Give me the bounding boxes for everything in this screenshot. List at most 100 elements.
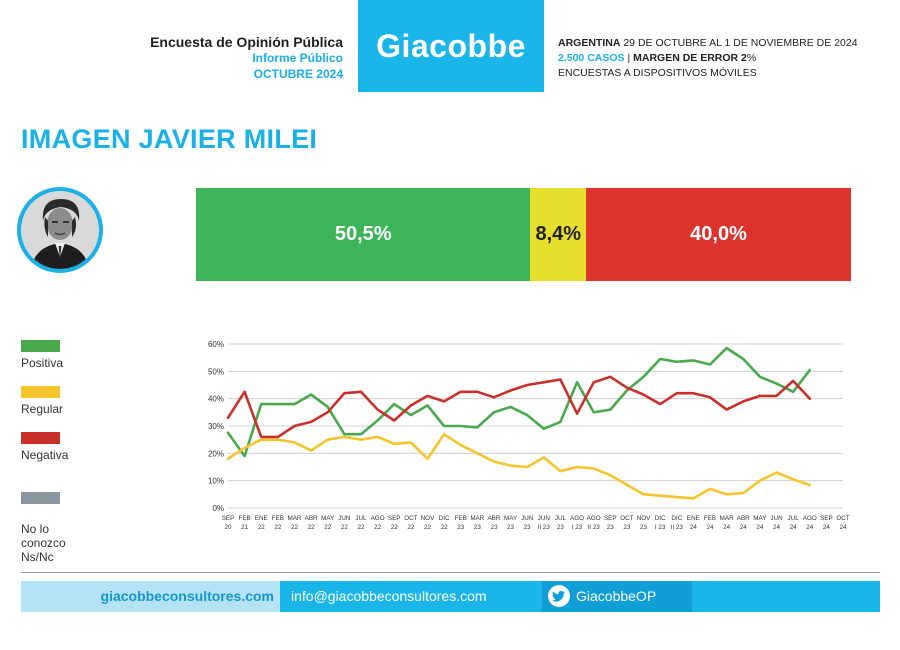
x-tick-label: ENE xyxy=(687,515,700,522)
survey-sample-line: 2.500 CASOS | MARGEN DE ERROR 2% xyxy=(558,51,858,66)
x-tick-label: AGO xyxy=(371,515,385,522)
survey-cases: 2.500 CASOS xyxy=(558,52,625,64)
legend-label: No lo conozco Ns/Nc xyxy=(21,522,66,564)
x-tick-label: NOV xyxy=(637,515,651,522)
x-tick-label: 24 xyxy=(773,524,781,531)
legend-label: Positiva xyxy=(21,356,64,370)
negative-segment: 40,0% xyxy=(586,188,851,281)
x-tick-label: II 23 xyxy=(671,524,684,531)
x-tick-label: AGO xyxy=(587,515,601,522)
x-tick-label: 23 xyxy=(507,524,515,531)
x-tick-label: 23 xyxy=(623,524,631,531)
footer-website-block: giacobbeconsultores.com xyxy=(21,581,280,612)
website-link[interactable]: giacobbeconsultores.com xyxy=(100,588,274,604)
x-tick-label: MAY xyxy=(504,515,518,522)
x-tick-label: 22 xyxy=(374,524,382,531)
x-tick-label: 22 xyxy=(308,524,316,531)
survey-title: Encuesta de Opinión Pública xyxy=(150,34,343,50)
report-period: OCTUBRE 2024 xyxy=(253,67,343,81)
x-tick-label: 20 xyxy=(224,524,232,531)
x-tick-label: MAR xyxy=(720,515,734,522)
x-tick-label: 22 xyxy=(324,524,332,531)
x-tick-label: 24 xyxy=(823,524,831,531)
x-tick-label: 23 xyxy=(557,524,565,531)
x-tick-label: I 23 xyxy=(572,524,583,531)
x-tick-label: 24 xyxy=(806,524,814,531)
x-tick-label: 22 xyxy=(274,524,282,531)
twitter-handle[interactable]: GiacobbeOP xyxy=(576,588,657,604)
x-tick-label: 24 xyxy=(756,524,764,531)
x-tick-label: ABR xyxy=(305,515,318,522)
series-line-positiva xyxy=(226,346,812,458)
report-type: Informe Público xyxy=(252,51,343,65)
x-tick-label: JUL xyxy=(788,515,800,522)
x-tick-label: FEB xyxy=(272,515,284,522)
page-title: IMAGEN JAVIER MILEI xyxy=(21,124,318,154)
email-link[interactable]: info@giacobbeconsultores.com xyxy=(291,588,487,604)
x-tick-label: OCT xyxy=(620,515,633,522)
x-tick-label: 22 xyxy=(407,524,415,531)
legend-label: Regular xyxy=(21,402,64,416)
twitter-block[interactable]: GiacobbeOP xyxy=(542,581,692,612)
negative-value: 40,0% xyxy=(690,223,747,245)
y-tick-label: 50% xyxy=(208,367,224,376)
x-tick-label: DIC xyxy=(655,515,666,522)
regular-segment: 8,4% xyxy=(530,188,587,281)
x-tick-label: JUN xyxy=(538,515,551,522)
x-tick-label: FEB xyxy=(455,515,467,522)
x-tick-label: 22 xyxy=(341,524,349,531)
survey-header: Encuesta de Opinión Pública Informe Públ… xyxy=(150,34,343,82)
x-tick-label: 24 xyxy=(740,524,748,531)
twitter-icon xyxy=(548,585,570,607)
brand-logo: Giacobbe xyxy=(358,0,544,92)
x-tick-label: JUN xyxy=(521,515,534,522)
x-tick-label: 23 xyxy=(524,524,532,531)
x-tick-label: 23 xyxy=(457,524,465,531)
y-tick-label: 0% xyxy=(212,504,224,513)
x-tick-label: AGO xyxy=(803,515,817,522)
y-tick-label: 60% xyxy=(208,340,224,349)
x-tick-label: 23 xyxy=(640,524,648,531)
x-tick-label: JUN xyxy=(770,515,783,522)
x-tick-label: 22 xyxy=(391,524,399,531)
x-tick-label: JUL xyxy=(555,515,567,522)
legend-item-positiva: Positiva xyxy=(21,340,63,370)
x-tick-label: 24 xyxy=(723,524,731,531)
x-tick-label: SEP xyxy=(820,515,833,522)
x-tick-label: FEB xyxy=(238,515,250,522)
x-tick-label: 24 xyxy=(690,524,698,531)
x-tick-label: ABR xyxy=(487,515,500,522)
x-tick-label: ABR xyxy=(737,515,750,522)
footer-divider xyxy=(21,572,880,573)
x-tick-label: MAY xyxy=(753,515,767,522)
positive-segment: 50,5% xyxy=(196,188,531,281)
x-tick-label: 24 xyxy=(839,524,847,531)
regular-value: 8,4% xyxy=(535,223,582,245)
x-tick-label: JUL xyxy=(355,515,367,522)
survey-meta: ARGENTINA 29 DE OCTUBRE AL 1 DE NOVIEMBR… xyxy=(558,36,858,81)
x-tick-label: ENE xyxy=(255,515,268,522)
x-tick-label: SEP xyxy=(604,515,617,522)
survey-dates-line: ARGENTINA 29 DE OCTUBRE AL 1 DE NOVIEMBR… xyxy=(558,36,858,51)
survey-method: ENCUESTAS A DISPOSITIVOS MÓVILES xyxy=(558,67,757,79)
y-tick-label: 40% xyxy=(208,395,224,404)
x-tick-label: NOV xyxy=(421,515,435,522)
portrait-icon xyxy=(21,191,99,269)
survey-dates: 29 DE OCTUBRE AL 1 DE NOVIEMBRE DE 2024 xyxy=(623,37,858,49)
x-tick-label: 23 xyxy=(474,524,482,531)
x-tick-label: FEB xyxy=(704,515,716,522)
x-tick-label: SEP xyxy=(222,515,235,522)
positive-value: 50,5% xyxy=(334,223,392,245)
x-tick-label: II 23 xyxy=(538,524,551,531)
avatar xyxy=(17,187,103,273)
survey-country: ARGENTINA xyxy=(558,37,621,49)
legend-item-nsnc: No lo conozco Ns/Nc xyxy=(21,478,66,564)
margin-unit: % xyxy=(746,52,757,64)
x-tick-label: JUN xyxy=(338,515,351,522)
footer-bar: giacobbeconsultores.com info@giacobbecon… xyxy=(21,581,880,612)
x-tick-label: 21 xyxy=(241,524,249,531)
x-tick-label: 23 xyxy=(490,524,498,531)
x-tick-label: OCT xyxy=(404,515,417,522)
x-tick-label: DIC xyxy=(439,515,450,522)
legend-item-negativa: Negativa xyxy=(21,432,68,462)
